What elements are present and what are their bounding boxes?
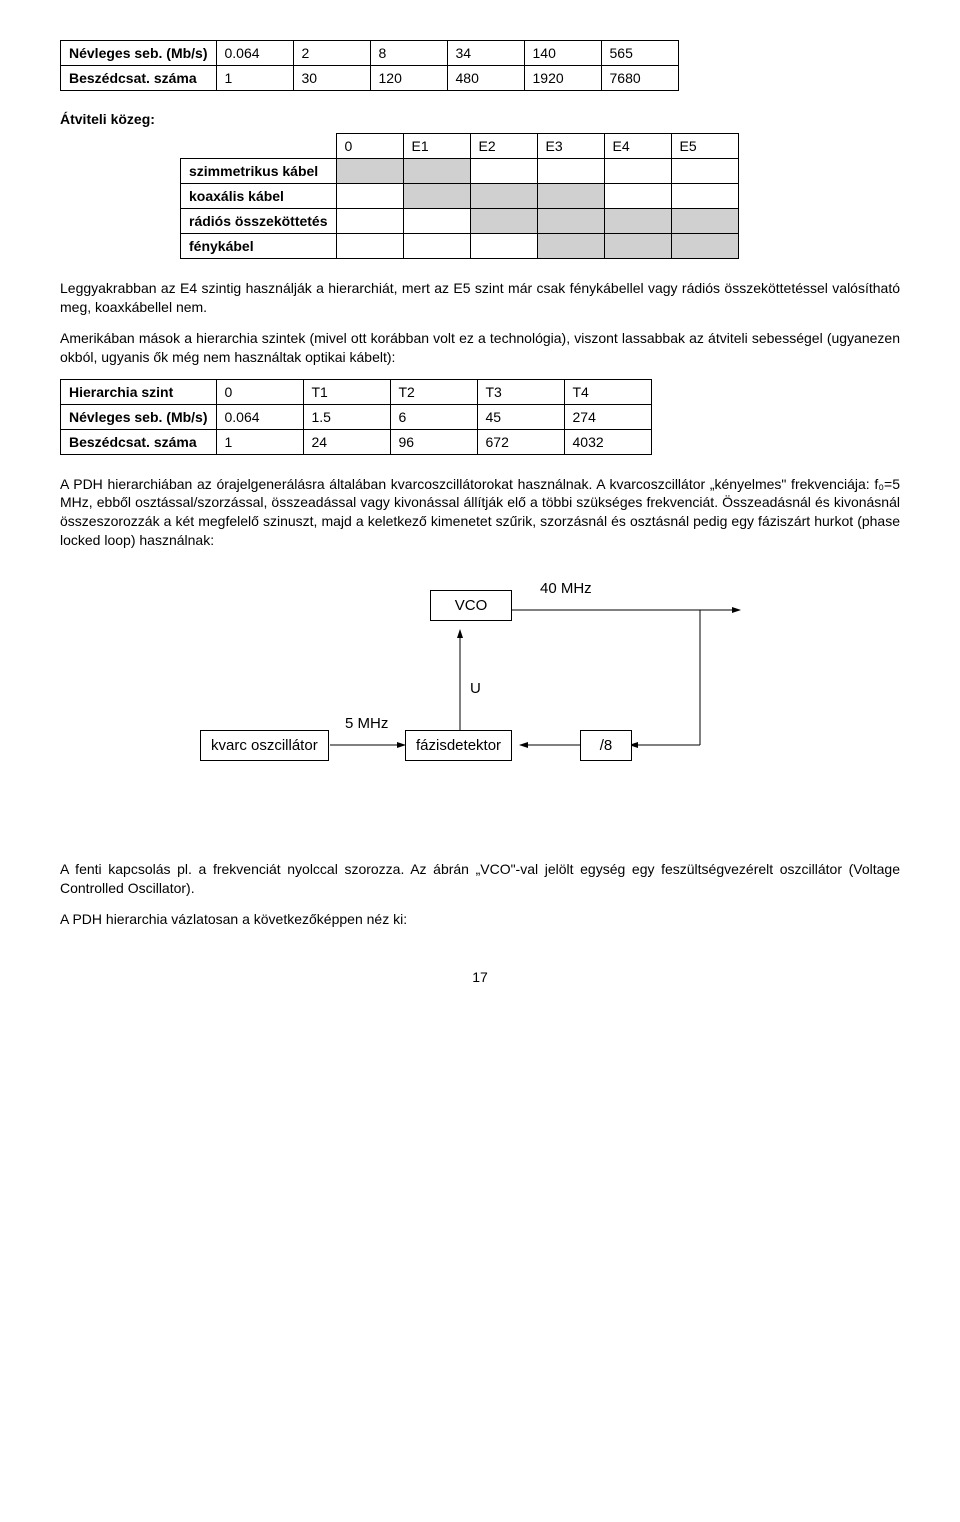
cell: 1 bbox=[216, 66, 293, 91]
cell bbox=[181, 134, 337, 159]
cell bbox=[336, 209, 403, 234]
label-40mhz: 40 MHz bbox=[540, 580, 592, 597]
cell bbox=[537, 184, 604, 209]
cell bbox=[671, 159, 738, 184]
table-row: szimmetrikus kábel bbox=[181, 159, 739, 184]
cell: 274 bbox=[564, 404, 651, 429]
row-label: koaxális kábel bbox=[181, 184, 337, 209]
cell: 34 bbox=[447, 41, 524, 66]
table-atviteli-kozeg: 0 E1 E2 E3 E4 E5 szimmetrikus kábel koax… bbox=[180, 133, 739, 259]
row-label: Beszédcsat. száma bbox=[61, 66, 217, 91]
cell: 1 bbox=[216, 429, 303, 454]
div8-box: /8 bbox=[580, 730, 632, 761]
row-label: Névleges seb. (Mb/s) bbox=[61, 41, 217, 66]
row-label: Hierarchia szint bbox=[61, 379, 217, 404]
cell: 120 bbox=[370, 66, 447, 91]
cell: 672 bbox=[477, 429, 564, 454]
cell: T4 bbox=[564, 379, 651, 404]
table-row: koaxális kábel bbox=[181, 184, 739, 209]
cell bbox=[537, 209, 604, 234]
cell bbox=[403, 184, 470, 209]
cell: 1.5 bbox=[303, 404, 390, 429]
cell: T2 bbox=[390, 379, 477, 404]
cell: E4 bbox=[604, 134, 671, 159]
fazisdetektor-box: fázisdetektor bbox=[405, 730, 512, 761]
table-row: Beszédcsat. száma 1 30 120 480 1920 7680 bbox=[61, 66, 679, 91]
section-title-atviteli: Átviteli közeg: bbox=[60, 111, 900, 127]
cell bbox=[671, 234, 738, 259]
cell bbox=[470, 184, 537, 209]
cell: T1 bbox=[303, 379, 390, 404]
paragraph: A PDH hierarchiában az órajelgenerálásra… bbox=[60, 475, 900, 551]
table-row: fénykábel bbox=[181, 234, 739, 259]
cell bbox=[403, 209, 470, 234]
cell bbox=[470, 159, 537, 184]
kvarc-box: kvarc oszcillátor bbox=[200, 730, 329, 761]
cell bbox=[604, 159, 671, 184]
cell: 7680 bbox=[601, 66, 678, 91]
paragraph: Leggyakrabban az E4 szintig használják a… bbox=[60, 279, 900, 317]
row-label: fénykábel bbox=[181, 234, 337, 259]
cell: 30 bbox=[293, 66, 370, 91]
cell bbox=[336, 184, 403, 209]
row-label: Beszédcsat. száma bbox=[61, 429, 217, 454]
row-label: Névleges seb. (Mb/s) bbox=[61, 404, 217, 429]
cell: 1920 bbox=[524, 66, 601, 91]
table-row: Hierarchia szint 0 T1 T2 T3 T4 bbox=[61, 379, 652, 404]
table-row: Beszédcsat. száma 1 24 96 672 4032 bbox=[61, 429, 652, 454]
cell bbox=[671, 209, 738, 234]
paragraph: Amerikában mások a hierarchia szintek (m… bbox=[60, 329, 900, 367]
cell: E5 bbox=[671, 134, 738, 159]
pll-diagram: VCO 40 MHz U 5 MHz kvarc oszcillátor fáz… bbox=[180, 570, 780, 830]
row-label: rádiós összeköttetés bbox=[181, 209, 337, 234]
page-number: 17 bbox=[60, 969, 900, 985]
cell: E3 bbox=[537, 134, 604, 159]
cell bbox=[403, 234, 470, 259]
cell: T3 bbox=[477, 379, 564, 404]
cell bbox=[470, 234, 537, 259]
paragraph: A PDH hierarchia vázlatosan a következők… bbox=[60, 910, 900, 929]
cell bbox=[604, 209, 671, 234]
cell bbox=[604, 234, 671, 259]
cell bbox=[470, 209, 537, 234]
table-nevleges-beszedcsat: Névleges seb. (Mb/s) 0.064 2 8 34 140 56… bbox=[60, 40, 679, 91]
cell bbox=[537, 159, 604, 184]
label-5mhz: 5 MHz bbox=[345, 715, 388, 732]
cell bbox=[403, 159, 470, 184]
vco-box: VCO bbox=[430, 590, 512, 621]
table-row: Névleges seb. (Mb/s) 0.064 1.5 6 45 274 bbox=[61, 404, 652, 429]
cell: 0 bbox=[216, 379, 303, 404]
cell bbox=[336, 159, 403, 184]
cell bbox=[604, 184, 671, 209]
table-row: rádiós összeköttetés bbox=[181, 209, 739, 234]
table-row: 0 E1 E2 E3 E4 E5 bbox=[181, 134, 739, 159]
cell: 0 bbox=[336, 134, 403, 159]
cell: 2 bbox=[293, 41, 370, 66]
cell bbox=[671, 184, 738, 209]
cell: E2 bbox=[470, 134, 537, 159]
cell: E1 bbox=[403, 134, 470, 159]
row-label: szimmetrikus kábel bbox=[181, 159, 337, 184]
table-us-hierarchy: Hierarchia szint 0 T1 T2 T3 T4 Névleges … bbox=[60, 379, 652, 455]
cell: 480 bbox=[447, 66, 524, 91]
cell: 6 bbox=[390, 404, 477, 429]
cell: 0.064 bbox=[216, 404, 303, 429]
cell: 0.064 bbox=[216, 41, 293, 66]
cell: 8 bbox=[370, 41, 447, 66]
cell: 96 bbox=[390, 429, 477, 454]
cell: 45 bbox=[477, 404, 564, 429]
cell: 140 bbox=[524, 41, 601, 66]
cell bbox=[336, 234, 403, 259]
cell: 565 bbox=[601, 41, 678, 66]
label-u: U bbox=[470, 680, 481, 697]
cell: 4032 bbox=[564, 429, 651, 454]
paragraph: A fenti kapcsolás pl. a frekvenciát nyol… bbox=[60, 860, 900, 898]
cell bbox=[537, 234, 604, 259]
table-row: Névleges seb. (Mb/s) 0.064 2 8 34 140 56… bbox=[61, 41, 679, 66]
cell: 24 bbox=[303, 429, 390, 454]
